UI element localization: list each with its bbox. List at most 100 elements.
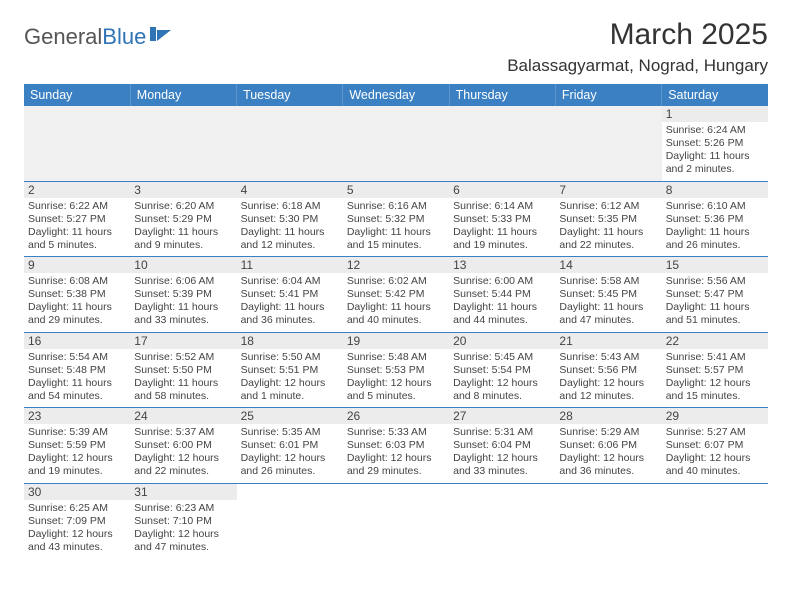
day-details: Sunrise: 5:37 AMSunset: 6:00 PMDaylight:… bbox=[130, 424, 236, 483]
day-header: Tuesday bbox=[237, 84, 343, 106]
calendar-cell: 22Sunrise: 5:41 AMSunset: 5:57 PMDayligh… bbox=[662, 332, 768, 408]
day-number: 10 bbox=[130, 257, 236, 273]
day-number: 25 bbox=[237, 408, 343, 424]
calendar-cell: 9Sunrise: 6:08 AMSunset: 5:38 PMDaylight… bbox=[24, 257, 130, 333]
calendar-cell: 13Sunrise: 6:00 AMSunset: 5:44 PMDayligh… bbox=[449, 257, 555, 333]
calendar-cell: 28Sunrise: 5:29 AMSunset: 6:06 PMDayligh… bbox=[555, 408, 661, 484]
month-title: March 2025 bbox=[507, 18, 768, 52]
day-number: 20 bbox=[449, 333, 555, 349]
day-details: Sunrise: 5:52 AMSunset: 5:50 PMDaylight:… bbox=[130, 349, 236, 408]
calendar-cell bbox=[449, 483, 555, 558]
day-number: 27 bbox=[449, 408, 555, 424]
day-number: 28 bbox=[555, 408, 661, 424]
day-details: Sunrise: 5:48 AMSunset: 5:53 PMDaylight:… bbox=[343, 349, 449, 408]
calendar-cell: 24Sunrise: 5:37 AMSunset: 6:00 PMDayligh… bbox=[130, 408, 236, 484]
day-number: 12 bbox=[343, 257, 449, 273]
day-details: Sunrise: 6:06 AMSunset: 5:39 PMDaylight:… bbox=[130, 273, 236, 332]
calendar-week-row: 2Sunrise: 6:22 AMSunset: 5:27 PMDaylight… bbox=[24, 181, 768, 257]
calendar-cell bbox=[343, 483, 449, 558]
day-number: 21 bbox=[555, 333, 661, 349]
day-number: 29 bbox=[662, 408, 768, 424]
calendar-week-row: 23Sunrise: 5:39 AMSunset: 5:59 PMDayligh… bbox=[24, 408, 768, 484]
calendar-week-row: 16Sunrise: 5:54 AMSunset: 5:48 PMDayligh… bbox=[24, 332, 768, 408]
day-number: 1 bbox=[662, 106, 768, 122]
calendar-cell bbox=[237, 483, 343, 558]
day-header: Thursday bbox=[449, 84, 555, 106]
day-number: 8 bbox=[662, 182, 768, 198]
logo: GeneralBlue bbox=[24, 24, 173, 50]
calendar-cell: 27Sunrise: 5:31 AMSunset: 6:04 PMDayligh… bbox=[449, 408, 555, 484]
day-details: Sunrise: 6:20 AMSunset: 5:29 PMDaylight:… bbox=[130, 198, 236, 257]
day-details: Sunrise: 5:45 AMSunset: 5:54 PMDaylight:… bbox=[449, 349, 555, 408]
day-number: 30 bbox=[24, 484, 130, 500]
day-details: Sunrise: 6:08 AMSunset: 5:38 PMDaylight:… bbox=[24, 273, 130, 332]
calendar-cell bbox=[555, 483, 661, 558]
calendar-cell bbox=[343, 106, 449, 181]
day-details: Sunrise: 6:12 AMSunset: 5:35 PMDaylight:… bbox=[555, 198, 661, 257]
day-number: 17 bbox=[130, 333, 236, 349]
day-details: Sunrise: 5:43 AMSunset: 5:56 PMDaylight:… bbox=[555, 349, 661, 408]
day-number: 18 bbox=[237, 333, 343, 349]
calendar-cell: 4Sunrise: 6:18 AMSunset: 5:30 PMDaylight… bbox=[237, 181, 343, 257]
calendar-cell: 5Sunrise: 6:16 AMSunset: 5:32 PMDaylight… bbox=[343, 181, 449, 257]
day-details: Sunrise: 6:24 AMSunset: 5:26 PMDaylight:… bbox=[662, 122, 768, 181]
calendar-cell: 20Sunrise: 5:45 AMSunset: 5:54 PMDayligh… bbox=[449, 332, 555, 408]
calendar-cell: 25Sunrise: 5:35 AMSunset: 6:01 PMDayligh… bbox=[237, 408, 343, 484]
calendar-cell: 19Sunrise: 5:48 AMSunset: 5:53 PMDayligh… bbox=[343, 332, 449, 408]
calendar-cell: 31Sunrise: 6:23 AMSunset: 7:10 PMDayligh… bbox=[130, 483, 236, 558]
logo-text-1: General bbox=[24, 24, 102, 50]
day-details: Sunrise: 6:02 AMSunset: 5:42 PMDaylight:… bbox=[343, 273, 449, 332]
day-details: Sunrise: 6:18 AMSunset: 5:30 PMDaylight:… bbox=[237, 198, 343, 257]
day-number: 7 bbox=[555, 182, 661, 198]
calendar-week-row: 1Sunrise: 6:24 AMSunset: 5:26 PMDaylight… bbox=[24, 106, 768, 181]
calendar-week-row: 9Sunrise: 6:08 AMSunset: 5:38 PMDaylight… bbox=[24, 257, 768, 333]
day-header-row: Sunday Monday Tuesday Wednesday Thursday… bbox=[24, 84, 768, 106]
calendar-cell: 26Sunrise: 5:33 AMSunset: 6:03 PMDayligh… bbox=[343, 408, 449, 484]
day-details: Sunrise: 5:39 AMSunset: 5:59 PMDaylight:… bbox=[24, 424, 130, 483]
calendar-cell: 14Sunrise: 5:58 AMSunset: 5:45 PMDayligh… bbox=[555, 257, 661, 333]
calendar-table: Sunday Monday Tuesday Wednesday Thursday… bbox=[24, 84, 768, 558]
day-details: Sunrise: 6:16 AMSunset: 5:32 PMDaylight:… bbox=[343, 198, 449, 257]
day-details: Sunrise: 6:00 AMSunset: 5:44 PMDaylight:… bbox=[449, 273, 555, 332]
header: GeneralBlue March 2025 Balassagyarmat, N… bbox=[24, 18, 768, 84]
calendar-cell: 23Sunrise: 5:39 AMSunset: 5:59 PMDayligh… bbox=[24, 408, 130, 484]
day-details: Sunrise: 5:29 AMSunset: 6:06 PMDaylight:… bbox=[555, 424, 661, 483]
calendar-cell: 6Sunrise: 6:14 AMSunset: 5:33 PMDaylight… bbox=[449, 181, 555, 257]
calendar-cell: 18Sunrise: 5:50 AMSunset: 5:51 PMDayligh… bbox=[237, 332, 343, 408]
calendar-cell: 8Sunrise: 6:10 AMSunset: 5:36 PMDaylight… bbox=[662, 181, 768, 257]
calendar-cell: 29Sunrise: 5:27 AMSunset: 6:07 PMDayligh… bbox=[662, 408, 768, 484]
location: Balassagyarmat, Nograd, Hungary bbox=[507, 56, 768, 76]
day-number: 6 bbox=[449, 182, 555, 198]
logo-flag-icon bbox=[149, 25, 173, 43]
day-number: 26 bbox=[343, 408, 449, 424]
calendar-cell bbox=[24, 106, 130, 181]
calendar-cell: 1Sunrise: 6:24 AMSunset: 5:26 PMDaylight… bbox=[662, 106, 768, 181]
day-details: Sunrise: 5:27 AMSunset: 6:07 PMDaylight:… bbox=[662, 424, 768, 483]
day-details: Sunrise: 5:31 AMSunset: 6:04 PMDaylight:… bbox=[449, 424, 555, 483]
day-details: Sunrise: 5:50 AMSunset: 5:51 PMDaylight:… bbox=[237, 349, 343, 408]
day-details: Sunrise: 6:22 AMSunset: 5:27 PMDaylight:… bbox=[24, 198, 130, 257]
day-number: 24 bbox=[130, 408, 236, 424]
day-number: 14 bbox=[555, 257, 661, 273]
day-header: Friday bbox=[555, 84, 661, 106]
day-header: Wednesday bbox=[343, 84, 449, 106]
day-details: Sunrise: 5:35 AMSunset: 6:01 PMDaylight:… bbox=[237, 424, 343, 483]
day-number: 15 bbox=[662, 257, 768, 273]
calendar-cell: 30Sunrise: 6:25 AMSunset: 7:09 PMDayligh… bbox=[24, 483, 130, 558]
day-details: Sunrise: 6:23 AMSunset: 7:10 PMDaylight:… bbox=[130, 500, 236, 559]
calendar-cell bbox=[449, 106, 555, 181]
day-details: Sunrise: 6:10 AMSunset: 5:36 PMDaylight:… bbox=[662, 198, 768, 257]
day-number: 11 bbox=[237, 257, 343, 273]
day-number: 16 bbox=[24, 333, 130, 349]
day-details: Sunrise: 6:04 AMSunset: 5:41 PMDaylight:… bbox=[237, 273, 343, 332]
calendar-week-row: 30Sunrise: 6:25 AMSunset: 7:09 PMDayligh… bbox=[24, 483, 768, 558]
day-number: 19 bbox=[343, 333, 449, 349]
day-number: 23 bbox=[24, 408, 130, 424]
calendar-cell: 7Sunrise: 6:12 AMSunset: 5:35 PMDaylight… bbox=[555, 181, 661, 257]
day-number: 22 bbox=[662, 333, 768, 349]
day-number: 2 bbox=[24, 182, 130, 198]
calendar-cell: 21Sunrise: 5:43 AMSunset: 5:56 PMDayligh… bbox=[555, 332, 661, 408]
calendar-cell: 15Sunrise: 5:56 AMSunset: 5:47 PMDayligh… bbox=[662, 257, 768, 333]
calendar-cell: 3Sunrise: 6:20 AMSunset: 5:29 PMDaylight… bbox=[130, 181, 236, 257]
day-details: Sunrise: 5:58 AMSunset: 5:45 PMDaylight:… bbox=[555, 273, 661, 332]
